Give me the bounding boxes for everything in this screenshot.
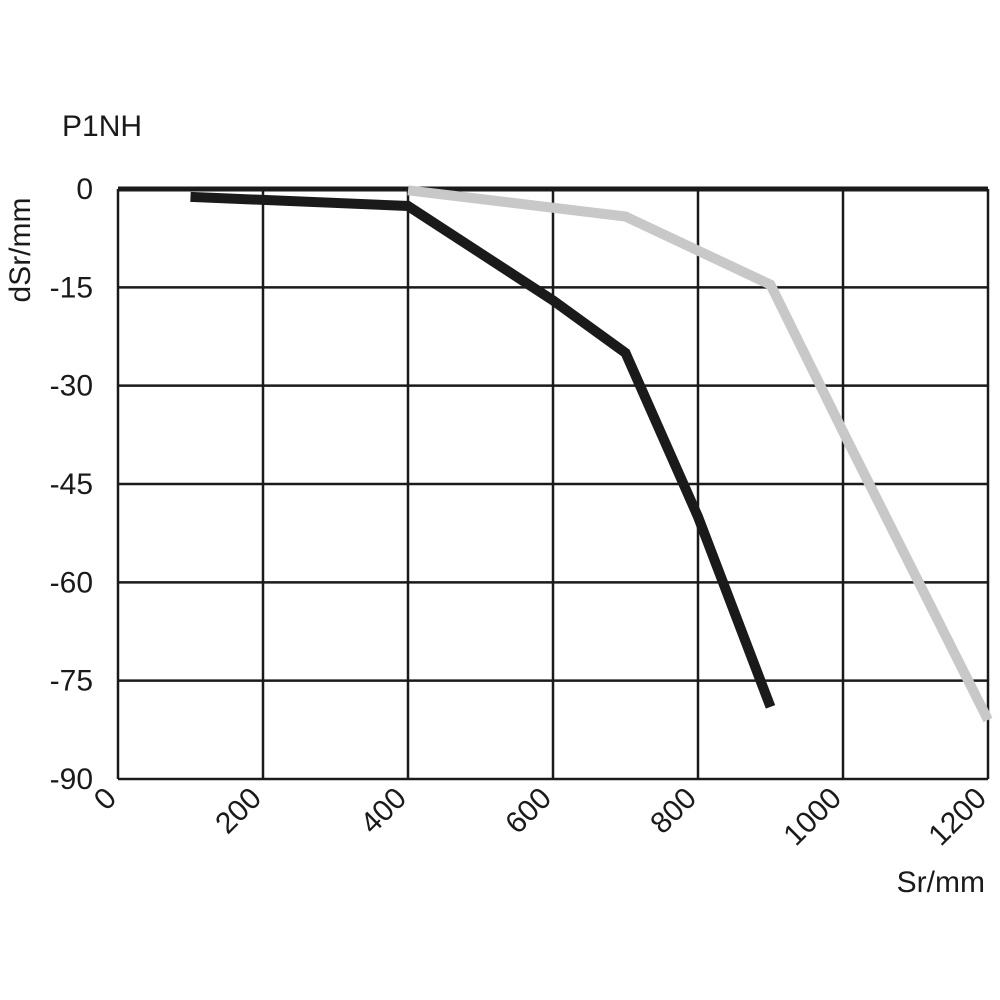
y-axis-title: dSr/mm bbox=[4, 198, 37, 303]
x-tick-label: 1000 bbox=[777, 782, 848, 853]
y-tick-label: -60 bbox=[50, 566, 93, 599]
y-tick-label: 0 bbox=[76, 173, 93, 206]
x-tick-label: 600 bbox=[499, 782, 558, 841]
y-tick-label: -45 bbox=[50, 468, 93, 501]
grid bbox=[116, 186, 990, 781]
x-tick-label: 1200 bbox=[922, 782, 993, 853]
series-line-1 bbox=[190, 191, 776, 709]
x-tick-label: 400 bbox=[354, 782, 413, 841]
y-tick-label: -30 bbox=[50, 370, 93, 403]
y-tick-label: -15 bbox=[50, 271, 93, 304]
series-line-2 bbox=[407, 185, 993, 723]
x-tick-label: 800 bbox=[644, 782, 703, 841]
x-tick-label: 0 bbox=[88, 782, 123, 817]
y-tick-label: -90 bbox=[50, 763, 93, 796]
x-tick-label: 200 bbox=[209, 782, 268, 841]
series-group bbox=[190, 185, 993, 723]
y-tick-label: -75 bbox=[50, 665, 93, 698]
x-axis-title: Sr/mm bbox=[897, 866, 985, 899]
chart-title: P1NH bbox=[62, 110, 142, 143]
